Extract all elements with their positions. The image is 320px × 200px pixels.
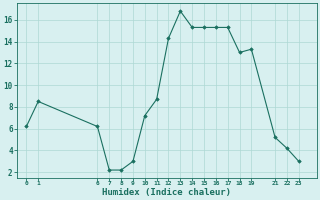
X-axis label: Humidex (Indice chaleur): Humidex (Indice chaleur) (102, 188, 231, 197)
